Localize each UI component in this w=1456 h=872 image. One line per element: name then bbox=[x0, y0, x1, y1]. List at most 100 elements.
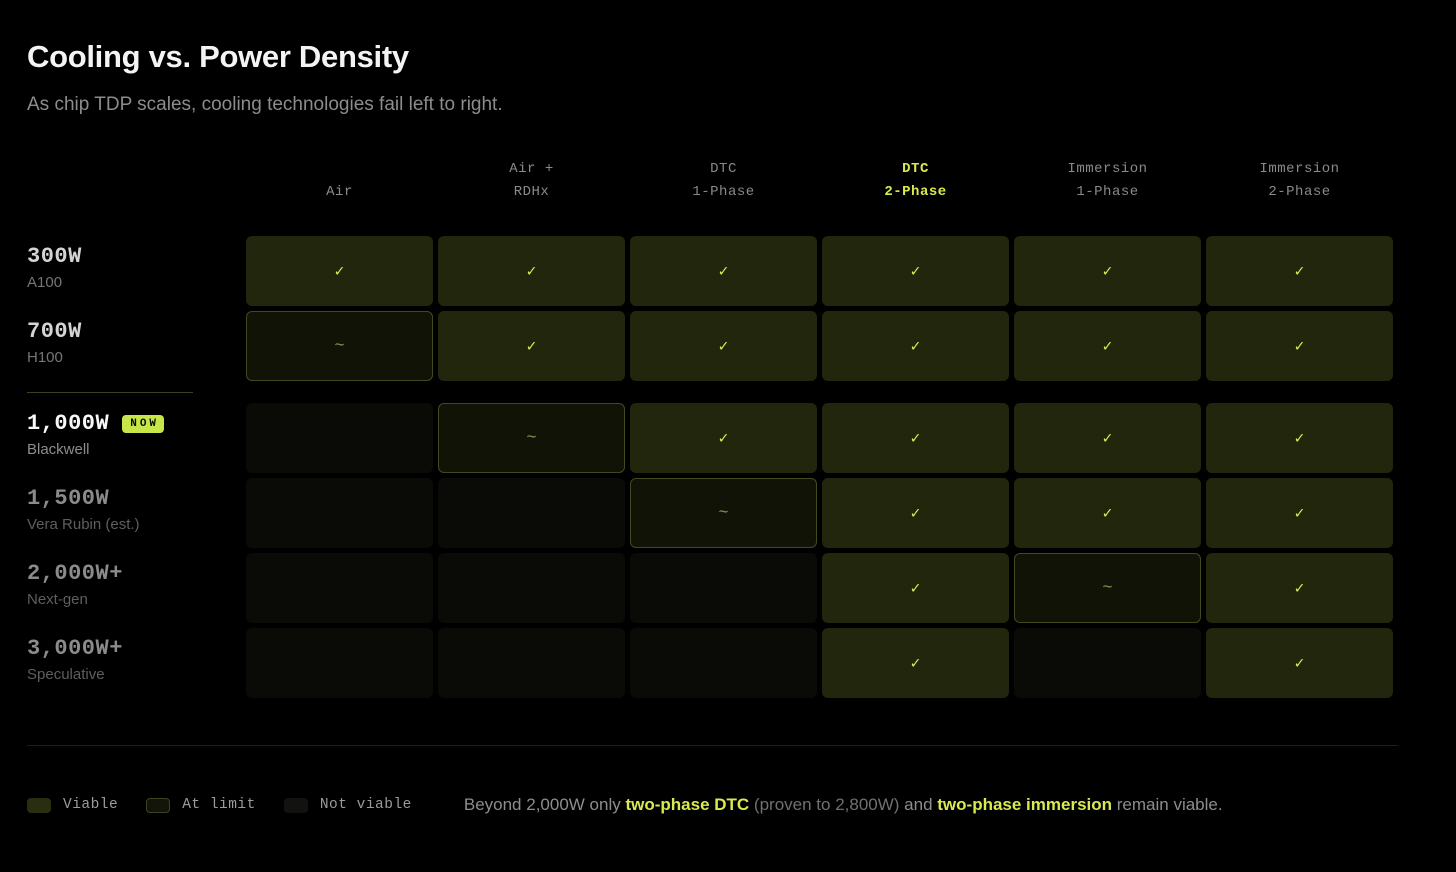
column-header-line2: Air bbox=[326, 184, 353, 200]
cell-2-000w-air-rdhx bbox=[438, 553, 625, 623]
row-power: 300W bbox=[27, 244, 82, 269]
check-icon: ✓ bbox=[1294, 338, 1305, 356]
check-icon: ✓ bbox=[910, 655, 921, 673]
matrix-row-1-000w: 1,000W NOW Blackwell ~ ✓ ✓ ✓ ✓ bbox=[27, 403, 1393, 473]
page-title: Cooling vs. Power Density bbox=[27, 38, 409, 74]
row-label-power-line: 1,500W bbox=[27, 486, 241, 511]
cell-1-500w-immersion-1-phase: ✓ bbox=[1014, 478, 1201, 548]
column-header-dtc-1-phase: DTC 1-Phase bbox=[630, 158, 817, 204]
check-icon: ✓ bbox=[718, 338, 729, 356]
row-label-1-500w: 1,500W Vera Rubin (est.) bbox=[27, 478, 241, 548]
cell-700w-immersion-1-phase: ✓ bbox=[1014, 311, 1201, 381]
row-label-power-line: 700W bbox=[27, 319, 241, 344]
row-label-power-line: 2,000W+ bbox=[27, 561, 241, 586]
check-icon: ✓ bbox=[1102, 338, 1113, 356]
column-header-immersion-1-phase: Immersion 1-Phase bbox=[1014, 158, 1201, 204]
cell-2-000w-immersion-1-phase: ~ bbox=[1014, 553, 1201, 623]
row-chip: H100 bbox=[27, 349, 63, 366]
cell-3-000w-dtc-2-phase: ✓ bbox=[822, 628, 1009, 698]
cell-1-500w-dtc-2-phase: ✓ bbox=[822, 478, 1009, 548]
cell-1-000w-dtc-2-phase: ✓ bbox=[822, 403, 1009, 473]
footer-divider bbox=[27, 745, 1398, 746]
check-icon: ✓ bbox=[910, 580, 921, 598]
tilde-icon: ~ bbox=[1102, 578, 1113, 598]
legend-item-at-limit: At limit bbox=[146, 797, 256, 813]
column-header-line1: Immersion bbox=[1067, 161, 1148, 177]
column-header-line1: DTC bbox=[710, 161, 737, 177]
column-header-immersion-2-phase: Immersion 2-Phase bbox=[1206, 158, 1393, 204]
row-label-power-line: 300W bbox=[27, 244, 241, 269]
row-group-spacer bbox=[27, 386, 1393, 403]
cell-300w-dtc-1-phase: ✓ bbox=[630, 236, 817, 306]
legend-swatch-limit bbox=[146, 797, 171, 813]
legend-swatch-viable bbox=[27, 797, 51, 813]
cell-1-500w-air-rdhx bbox=[438, 478, 625, 548]
cell-2-000w-air bbox=[246, 553, 433, 623]
cell-3-000w-immersion-1-phase bbox=[1014, 628, 1201, 698]
check-icon: ✓ bbox=[718, 263, 729, 281]
cell-3-000w-dtc-1-phase bbox=[630, 628, 817, 698]
cell-3-000w-air bbox=[246, 628, 433, 698]
row-power: 700W bbox=[27, 319, 82, 344]
cell-700w-air: ~ bbox=[246, 311, 433, 381]
column-header-line2: 2-Phase bbox=[1268, 184, 1331, 200]
cell-300w-dtc-2-phase: ✓ bbox=[822, 236, 1009, 306]
column-header-line2: 1-Phase bbox=[692, 184, 755, 200]
cell-300w-immersion-1-phase: ✓ bbox=[1014, 236, 1201, 306]
cell-1-000w-dtc-1-phase: ✓ bbox=[630, 403, 817, 473]
column-header-air-rdhx: Air + RDHx bbox=[438, 158, 625, 204]
check-icon: ✓ bbox=[1294, 505, 1305, 523]
row-chip: A100 bbox=[27, 274, 63, 291]
check-icon: ✓ bbox=[910, 430, 921, 448]
footnote-segment: two-phase immersion bbox=[937, 795, 1113, 814]
cell-300w-air: ✓ bbox=[246, 236, 433, 306]
row-chip: Speculative bbox=[27, 666, 105, 683]
cooling-matrix: Air Air + RDHx DTC 1-Phase DTC 2-Phase Immersio… bbox=[27, 158, 1393, 703]
footnote-segment: and bbox=[899, 795, 938, 814]
column-headers: Air Air + RDHx DTC 1-Phase DTC 2-Phase Immersio… bbox=[27, 158, 1393, 204]
row-chip: Blackwell bbox=[27, 441, 90, 458]
cell-700w-air-rdhx: ✓ bbox=[438, 311, 625, 381]
legend-label: Viable bbox=[63, 797, 119, 813]
column-header-line1: DTC bbox=[902, 161, 929, 177]
legend-item-not-viable: Not viable bbox=[283, 797, 412, 813]
legend-swatch-none bbox=[283, 797, 308, 813]
legend-label: At limit bbox=[182, 797, 256, 813]
row-label-700w: 700W H100 bbox=[27, 311, 241, 381]
tilde-icon: ~ bbox=[334, 336, 345, 356]
column-header-dtc-2-phase: DTC 2-Phase bbox=[822, 158, 1009, 204]
check-icon: ✓ bbox=[910, 263, 921, 281]
header-spacer bbox=[27, 158, 241, 204]
check-icon: ✓ bbox=[1294, 655, 1305, 673]
cell-2-000w-immersion-2-phase: ✓ bbox=[1206, 553, 1393, 623]
legend-label: Not viable bbox=[319, 797, 412, 813]
footnote-segment: (proven to 2,800W) bbox=[749, 795, 900, 814]
check-icon: ✓ bbox=[1102, 263, 1113, 281]
cell-300w-air-rdhx: ✓ bbox=[438, 236, 625, 306]
cell-700w-dtc-1-phase: ✓ bbox=[630, 311, 817, 381]
check-icon: ✓ bbox=[910, 505, 921, 523]
column-header-air: Air bbox=[246, 158, 433, 204]
check-icon: ✓ bbox=[1102, 505, 1113, 523]
column-header-line1: Immersion bbox=[1259, 161, 1340, 177]
legend-item-viable: Viable bbox=[27, 797, 118, 813]
check-icon: ✓ bbox=[1294, 430, 1305, 448]
cell-3-000w-immersion-2-phase: ✓ bbox=[1206, 628, 1393, 698]
column-header-line1: Air + bbox=[509, 161, 554, 177]
cell-2-000w-dtc-2-phase: ✓ bbox=[822, 553, 1009, 623]
footnote-segment: two-phase DTC bbox=[625, 795, 750, 814]
cell-1-500w-dtc-1-phase: ~ bbox=[630, 478, 817, 548]
row-label-300w: 300W A100 bbox=[27, 236, 241, 306]
now-badge: NOW bbox=[122, 415, 165, 433]
cell-2-000w-dtc-1-phase bbox=[630, 553, 817, 623]
check-icon: ✓ bbox=[910, 338, 921, 356]
row-label-2-000w: 2,000W+ Next-gen bbox=[27, 553, 241, 623]
check-icon: ✓ bbox=[1294, 580, 1305, 598]
cell-1-000w-air bbox=[246, 403, 433, 473]
row-label-power-line: 3,000W+ bbox=[27, 636, 241, 661]
check-icon: ✓ bbox=[1102, 430, 1113, 448]
cell-700w-immersion-2-phase: ✓ bbox=[1206, 311, 1393, 381]
footnote-segment: Beyond 2,000W only bbox=[463, 795, 626, 814]
cell-3-000w-air-rdhx bbox=[438, 628, 625, 698]
row-chip: Next-gen bbox=[27, 591, 88, 608]
